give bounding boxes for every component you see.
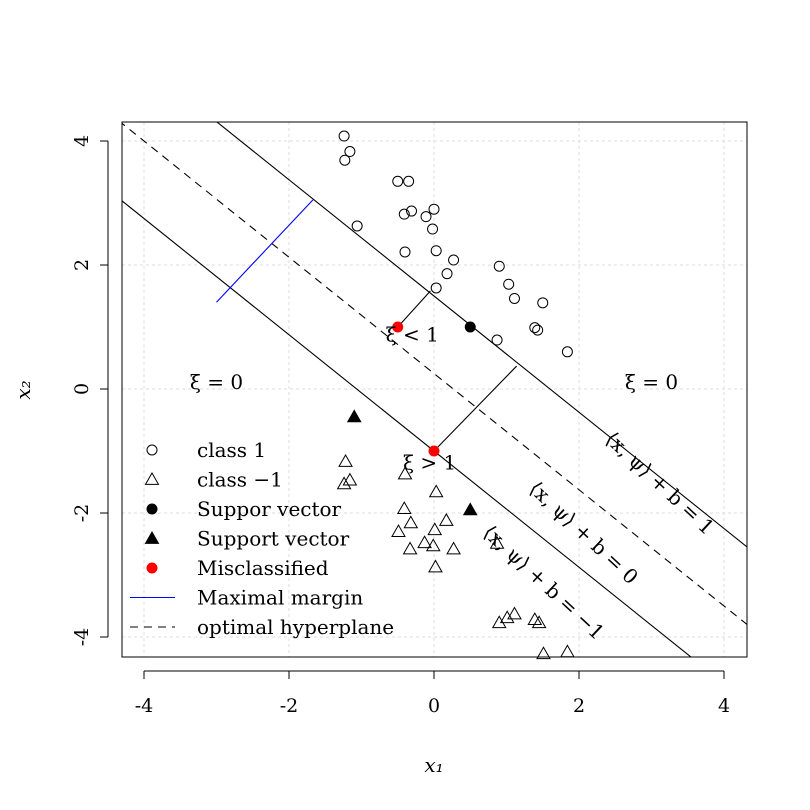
circle-point (392, 321, 404, 333)
triangle-point (491, 615, 507, 629)
triangle-point (342, 472, 358, 486)
legend-marker (146, 444, 158, 456)
legend-label: Maximal margin (197, 586, 363, 610)
triangle-point (560, 644, 575, 658)
slack-segment (433, 365, 518, 452)
legend-label: class −1 (197, 468, 283, 492)
circle-point (392, 175, 404, 187)
circle-point (532, 324, 544, 336)
legend-marker (144, 530, 160, 544)
triangle-point (391, 524, 406, 537)
legend-label: optimal hyperplane (197, 615, 394, 639)
triangle-point (397, 466, 413, 480)
triangle-point (346, 409, 362, 423)
y-tick-label: 0 (71, 383, 93, 395)
triangle-point (336, 476, 352, 490)
circle-point (537, 297, 549, 309)
circle-point (448, 254, 460, 266)
y-tick-label: -4 (71, 628, 93, 647)
circle-point (508, 292, 520, 304)
legend-label: Misclassified (197, 556, 329, 580)
legend-label: Suppor vector (197, 497, 342, 521)
maximal-margin-segment (216, 199, 314, 303)
legend-label: class 1 (197, 438, 266, 462)
triangle-point (428, 559, 443, 573)
circle-point (406, 205, 418, 217)
x-tick-label: 0 (428, 695, 440, 717)
circle-point (399, 246, 411, 258)
annotation-label: ⟨x, ψ⟩ + b = 1 (601, 427, 720, 540)
triangle-point (489, 535, 505, 549)
circle-point (464, 321, 476, 333)
circle-point (430, 282, 442, 294)
triangle-point (446, 541, 461, 555)
circle-point (529, 322, 541, 334)
x-axis: -4 -2 0 2 4 (135, 670, 730, 717)
triangle-point (417, 535, 432, 549)
triangle-point (499, 610, 515, 624)
triangle-point (527, 612, 543, 626)
triangle-point (396, 501, 412, 515)
x-axis-label: x₁ (424, 753, 443, 777)
triangle-point (536, 646, 551, 660)
legend-marker (146, 562, 158, 574)
circle-point (427, 223, 439, 235)
circle-point (493, 260, 505, 272)
triangle-point (428, 484, 444, 498)
triangle-point (438, 512, 454, 526)
annotation-label: ξ = 0 (625, 370, 678, 394)
triangle-point (403, 515, 419, 529)
slack-segment (397, 290, 431, 328)
data-points (336, 130, 575, 660)
circle-point (430, 245, 442, 257)
y-tick-label: 4 (71, 135, 93, 147)
annotation-label: ξ > 1 (403, 451, 456, 475)
legend-marker (144, 471, 160, 485)
plot-frame (121, 121, 748, 658)
circle-point (428, 445, 440, 457)
circle-point (351, 220, 363, 232)
x-tick-label: 4 (718, 695, 730, 717)
y-tick-label: -2 (71, 504, 93, 523)
annotation-label: ξ < 1 (386, 322, 439, 346)
triangle-point (338, 454, 353, 467)
triangle-point (462, 502, 478, 516)
triangle-point (425, 538, 441, 552)
y-tick-label: 2 (71, 259, 93, 271)
circle-point (338, 130, 350, 142)
margin-line (216, 122, 747, 548)
x-tick-label: -2 (280, 695, 299, 717)
circle-point (420, 211, 432, 223)
legend: class 1 class −1 Suppor vector Support vect… (130, 438, 394, 639)
circle-point (561, 346, 573, 358)
triangle-point (402, 541, 418, 555)
circle-point (403, 175, 415, 187)
triangle-point (507, 606, 522, 620)
x-tick-label: 2 (573, 695, 585, 717)
y-axis: -4 -2 0 2 4 (71, 135, 109, 647)
y-axis-label: x₂ (11, 380, 35, 399)
triangle-point (427, 522, 443, 536)
circle-point (339, 154, 351, 166)
annotation-label: ξ = 0 (190, 370, 243, 394)
circle-point (503, 278, 515, 290)
legend-marker (146, 503, 158, 515)
circle-point (344, 146, 356, 158)
circle-point (428, 203, 440, 215)
circle-point (491, 334, 503, 346)
legend-label: Support vector (197, 527, 350, 551)
x-tick-label: -4 (135, 695, 154, 717)
circle-point (441, 268, 453, 280)
triangle-point (531, 615, 547, 629)
circle-point (398, 208, 410, 220)
